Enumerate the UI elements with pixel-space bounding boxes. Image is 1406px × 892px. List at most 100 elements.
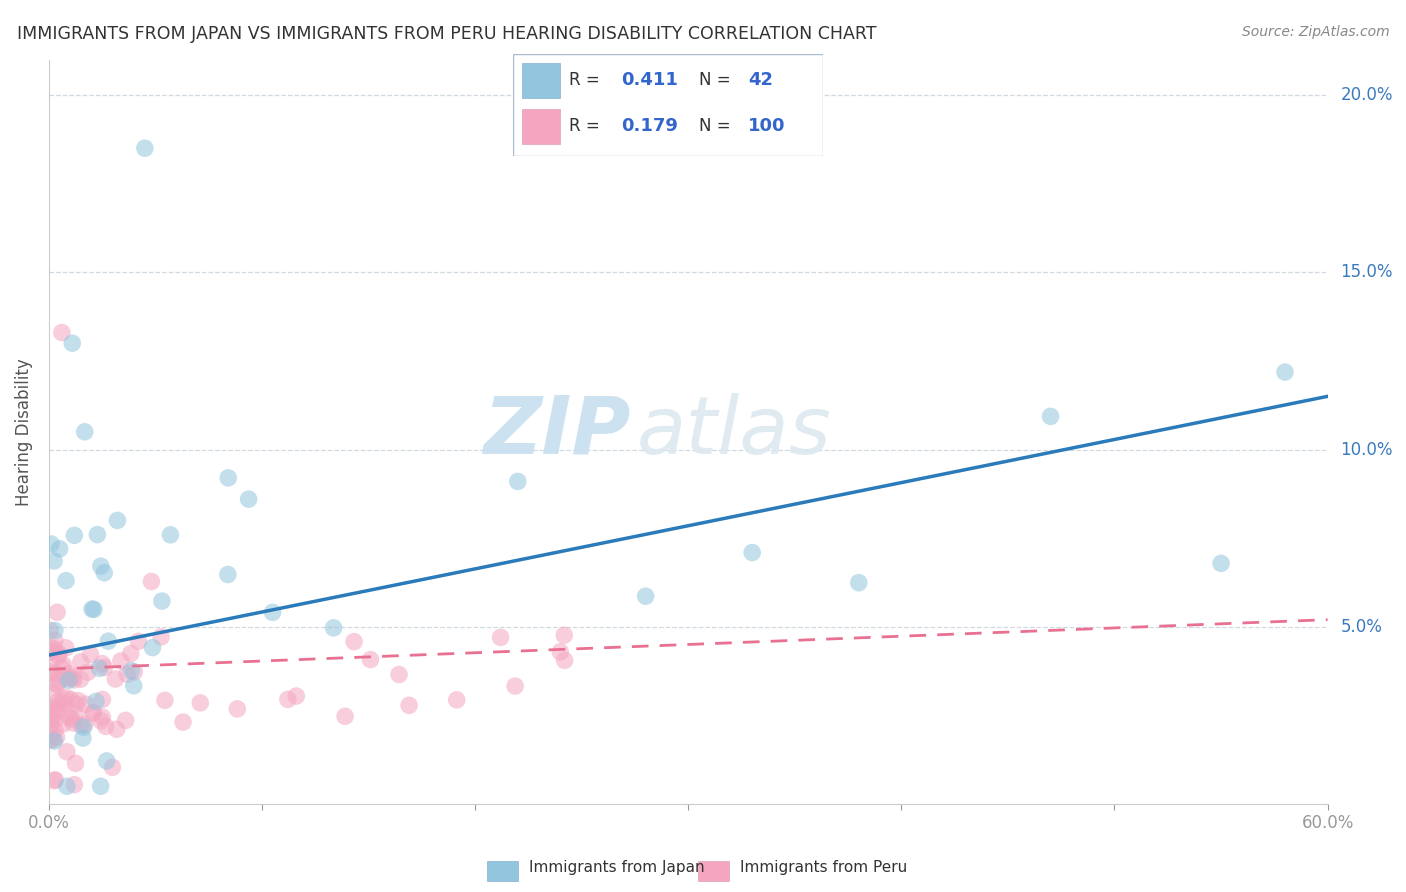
Point: [44, 644, 66, 658]
Point: [124, 665, 146, 679]
Point: [388, 667, 411, 681]
Point: [333, 709, 356, 723]
Point: [141, 574, 163, 589]
Point: [398, 698, 420, 713]
Point: [101, 760, 124, 774]
Point: [105, 723, 128, 737]
Point: [503, 679, 526, 693]
Point: [150, 594, 173, 608]
Point: [70, 718, 93, 732]
Point: [59, 692, 82, 706]
Point: [44, 734, 66, 748]
Point: [84, 694, 107, 708]
Point: [79, 648, 101, 662]
Point: [58, 666, 80, 681]
Point: [52, 691, 75, 706]
Point: [226, 702, 249, 716]
Text: Immigrants from Japan: Immigrants from Japan: [529, 861, 704, 875]
Point: [73, 717, 96, 731]
Point: [91, 710, 114, 724]
Point: [107, 513, 129, 527]
Point: [55, 640, 77, 655]
Point: [172, 714, 194, 729]
Point: [55, 574, 77, 588]
Text: 0.179: 0.179: [621, 117, 678, 135]
Bar: [697, 861, 730, 880]
Point: [52, 717, 75, 731]
Point: [59, 671, 82, 685]
Point: [122, 679, 145, 693]
Point: [48, 703, 70, 717]
Point: [90, 559, 112, 574]
Point: [285, 689, 308, 703]
Point: [82, 706, 104, 720]
Text: ZIP: ZIP: [484, 392, 631, 471]
Point: [62, 673, 84, 687]
Point: [45, 730, 67, 744]
Point: [44, 772, 66, 787]
Point: [39, 707, 62, 722]
Point: [634, 589, 657, 603]
Point: [86, 527, 108, 541]
Point: [91, 692, 114, 706]
Point: [42, 732, 65, 747]
Point: [39, 624, 62, 638]
Point: [188, 696, 211, 710]
Point: [159, 528, 181, 542]
Text: 15.0%: 15.0%: [1340, 263, 1393, 281]
Text: N =: N =: [699, 117, 735, 135]
Point: [489, 631, 512, 645]
Text: 42: 42: [748, 70, 773, 88]
Point: [44, 700, 66, 714]
Point: [55, 690, 77, 705]
Point: [96, 754, 118, 768]
Point: [58, 710, 80, 724]
Text: 0.411: 0.411: [621, 70, 678, 88]
Point: [51, 660, 73, 674]
Point: [80, 602, 103, 616]
Point: [62, 716, 84, 731]
Point: [93, 660, 115, 674]
Text: Source: ZipAtlas.com: Source: ZipAtlas.com: [1241, 25, 1389, 39]
Point: [554, 653, 576, 667]
Point: [82, 706, 104, 720]
Point: [48, 701, 70, 715]
Point: [41, 686, 63, 700]
Point: [91, 657, 114, 671]
Point: [58, 673, 80, 688]
Point: [217, 471, 239, 485]
Point: [41, 640, 63, 655]
Point: [60, 712, 83, 726]
Point: [238, 492, 260, 507]
Point: [73, 425, 96, 439]
Point: [120, 647, 142, 661]
Text: 100: 100: [748, 117, 786, 135]
Point: [51, 326, 73, 340]
Point: [46, 605, 69, 619]
Point: [90, 714, 112, 728]
Point: [343, 634, 366, 648]
Text: IMMIGRANTS FROM JAPAN VS IMMIGRANTS FROM PERU HEARING DISABILITY CORRELATION CHA: IMMIGRANTS FROM JAPAN VS IMMIGRANTS FROM…: [17, 25, 876, 43]
Point: [44, 633, 66, 648]
Y-axis label: Hearing Disability: Hearing Disability: [15, 358, 32, 506]
Text: 10.0%: 10.0%: [1340, 441, 1393, 458]
Point: [550, 645, 572, 659]
Point: [41, 663, 63, 677]
Point: [48, 647, 70, 661]
Point: [262, 606, 284, 620]
Point: [39, 712, 62, 726]
Point: [553, 628, 575, 642]
Point: [83, 602, 105, 616]
Point: [44, 713, 66, 727]
Point: [97, 634, 120, 648]
Point: [39, 733, 62, 747]
Point: [63, 778, 86, 792]
Point: [94, 719, 117, 733]
Point: [741, 545, 763, 559]
Point: [52, 658, 75, 673]
Text: Immigrants from Peru: Immigrants from Peru: [740, 861, 907, 875]
Text: R =: R =: [569, 117, 605, 135]
Point: [73, 720, 96, 734]
Point: [141, 640, 163, 655]
Text: 20.0%: 20.0%: [1340, 86, 1393, 104]
